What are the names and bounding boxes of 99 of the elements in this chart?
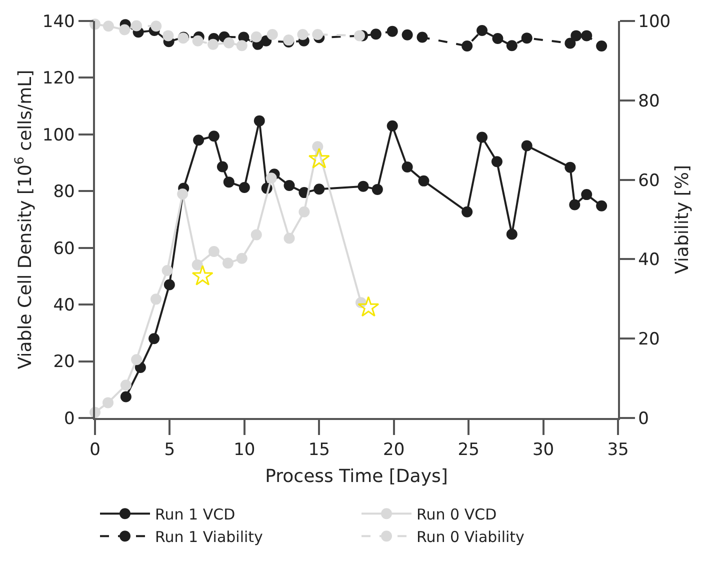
point [131, 20, 142, 32]
point [298, 206, 310, 218]
y-tick-label: 60 [53, 238, 75, 259]
x-tick-label: 5 [164, 440, 176, 460]
x-tick-label: 10 [234, 440, 256, 460]
x-axis-title: Process Time [Days] [265, 466, 448, 487]
legend-label: Run 0 Viability [416, 528, 525, 546]
point [131, 354, 142, 366]
point [208, 130, 220, 142]
point [208, 38, 219, 50]
point [476, 25, 488, 36]
point [284, 232, 295, 244]
point [358, 180, 369, 192]
point [569, 199, 580, 210]
point [372, 184, 383, 195]
y-tick-label: 40 [53, 296, 75, 316]
x-tick-label: 15 [308, 440, 330, 460]
point [506, 40, 518, 52]
point [370, 28, 382, 40]
y-tick-label: 20 [53, 352, 75, 372]
point [358, 296, 380, 317]
point [266, 29, 278, 40]
y2-tick-label: 0 [638, 408, 649, 429]
point [476, 132, 488, 143]
point [208, 246, 220, 258]
point [506, 228, 518, 240]
point [216, 161, 228, 172]
y-tick-label: 80 [53, 182, 75, 202]
point [564, 162, 576, 173]
y-tick-label: 100 [42, 125, 75, 146]
y2-tick-label: 40 [638, 250, 660, 270]
point [581, 30, 592, 42]
point [192, 259, 203, 270]
point [266, 172, 277, 184]
point [386, 120, 398, 132]
point [596, 40, 608, 52]
point [402, 162, 413, 173]
point [564, 38, 576, 49]
point [236, 40, 248, 52]
x-tick-label: 35 [607, 440, 629, 460]
x-tick-label: 20 [383, 440, 405, 460]
point [312, 141, 324, 152]
point [120, 391, 132, 402]
point [260, 35, 272, 46]
point [164, 279, 175, 290]
point [462, 206, 473, 218]
point [102, 20, 114, 32]
point [402, 29, 413, 40]
point [386, 26, 398, 37]
point [193, 134, 204, 146]
point [492, 32, 504, 44]
point [284, 180, 295, 191]
point [223, 176, 234, 188]
x-tick-label: 30 [532, 440, 554, 460]
point [192, 264, 214, 286]
point [148, 333, 160, 344]
point [192, 35, 204, 46]
y2-tick-label: 100 [638, 12, 671, 32]
x-tick-label: 25 [458, 440, 480, 460]
point [120, 380, 132, 391]
point [150, 294, 162, 305]
point [222, 258, 234, 269]
legend-label: Run 0 VCD [416, 506, 497, 524]
point [462, 40, 473, 52]
point [162, 30, 174, 42]
point [308, 148, 330, 168]
y2-axis-title: Viability [%] [672, 165, 694, 274]
legend-label: Run 1 VCD [155, 506, 236, 524]
y2-tick-label: 60 [638, 170, 660, 191]
point [491, 156, 502, 168]
point [177, 188, 188, 200]
point [297, 29, 308, 40]
y2-tick-label: 20 [638, 330, 660, 350]
point [162, 265, 173, 276]
point [150, 20, 162, 32]
point [314, 184, 325, 195]
y2-tick-label: 80 [638, 91, 660, 112]
y-tick-label: 140 [42, 12, 75, 32]
y-tick-label: 120 [42, 68, 75, 89]
point [250, 229, 262, 240]
point [418, 175, 430, 186]
point [521, 32, 532, 44]
point [254, 115, 265, 126]
point [236, 252, 248, 264]
point [250, 31, 262, 42]
point [119, 24, 130, 36]
point [102, 397, 114, 408]
y-tick-label: 0 [64, 408, 75, 429]
point [238, 182, 250, 193]
legend-label: Run 1 Viability [155, 528, 264, 546]
point [416, 32, 428, 43]
x-tick-label: 0 [90, 440, 100, 460]
point [223, 37, 234, 48]
point [581, 189, 592, 200]
point [312, 29, 324, 40]
point [570, 30, 582, 42]
point [521, 140, 532, 152]
point [596, 200, 608, 212]
point [354, 30, 365, 42]
